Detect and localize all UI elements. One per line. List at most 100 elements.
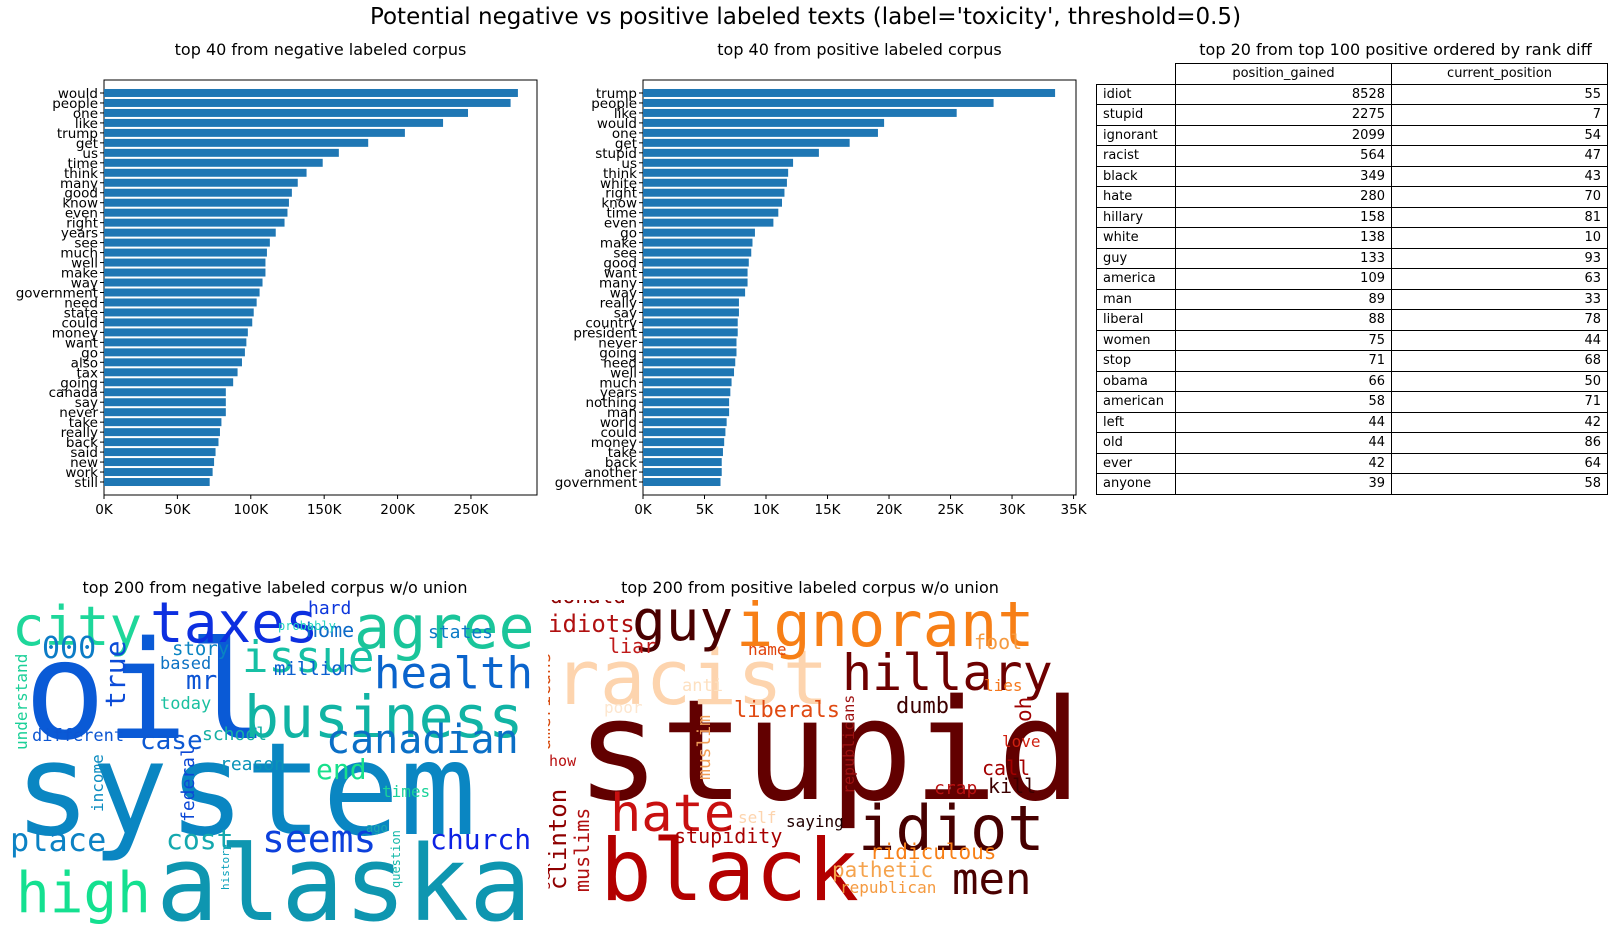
cell-position-gained: 138 xyxy=(1175,227,1392,249)
cloud-word: history xyxy=(219,843,232,890)
cell-position-gained: 109 xyxy=(1175,268,1392,290)
cell-position-gained: 44 xyxy=(1175,411,1392,433)
cloud-word: place xyxy=(10,821,107,859)
cloud-word: different xyxy=(32,726,125,746)
row-label: stupid xyxy=(1096,104,1176,126)
cloud-word: million xyxy=(274,658,355,680)
pos-bar-title: top 40 from positive labeled corpus xyxy=(717,40,1002,59)
cell-position-gained: 75 xyxy=(1175,329,1392,351)
cloud-word: school xyxy=(202,724,268,745)
cloud-word: cost xyxy=(166,823,234,856)
cloud-word: story xyxy=(172,638,230,660)
bar xyxy=(104,188,292,197)
row-label: obama xyxy=(1096,370,1176,392)
cell-current-position: 10 xyxy=(1391,227,1608,249)
row-label: old xyxy=(1096,432,1176,454)
row-label: hate xyxy=(1096,186,1176,208)
cell-position-gained: 133 xyxy=(1175,247,1392,269)
table-row: left 44 42 xyxy=(1096,411,1608,433)
cloud-word: idiots xyxy=(548,610,635,638)
cell-position-gained: 44 xyxy=(1175,432,1392,454)
bar xyxy=(104,288,260,297)
cloud-word: oil xyxy=(24,613,270,771)
y-tick-label: get xyxy=(76,136,98,152)
cloud-word: high xyxy=(16,861,151,926)
cloud-word: stupidity xyxy=(674,824,783,848)
y-tick-label: people xyxy=(52,96,98,112)
neg-cloud-title: top 200 from negative labeled corpus w/o… xyxy=(82,578,468,597)
cloud-word: issue xyxy=(242,632,375,683)
cell-current-position: 68 xyxy=(1391,350,1608,372)
cell-position-gained: 42 xyxy=(1175,452,1392,474)
neg-bar-title: top 40 from negative labeled corpus xyxy=(174,40,467,59)
row-label: ignorant xyxy=(1096,124,1176,146)
table-row: anyone 39 58 xyxy=(1096,473,1608,495)
col-position-gained: position_gained xyxy=(1175,63,1392,85)
y-tick-label: tax xyxy=(76,365,98,381)
cell-position-gained: 58 xyxy=(1175,391,1392,413)
cell-current-position: 58 xyxy=(1391,473,1608,495)
bar xyxy=(104,128,405,137)
bar xyxy=(104,168,307,177)
bar xyxy=(104,398,226,407)
table-row: black 349 43 xyxy=(1096,165,1608,187)
y-tick-label: years xyxy=(61,226,98,242)
cell-current-position: 42 xyxy=(1391,411,1608,433)
cloud-word: hard xyxy=(308,600,352,619)
row-label: women xyxy=(1096,329,1176,351)
bar xyxy=(104,378,234,387)
y-tick-label: many xyxy=(60,176,98,192)
bar xyxy=(104,178,298,187)
y-tick-label: make xyxy=(61,266,98,282)
table-row: ignorant 2099 54 xyxy=(1096,124,1608,146)
y-tick-label: back xyxy=(66,435,98,451)
row-label: american xyxy=(1096,391,1176,413)
cloud-word: 000 xyxy=(42,631,97,666)
cell-current-position: 50 xyxy=(1391,370,1608,392)
x-tick-label: 150K xyxy=(307,502,343,518)
cloud-word: dumb xyxy=(896,694,949,719)
y-tick-label: never xyxy=(59,405,98,421)
y-tick-label: see xyxy=(74,236,98,252)
cloud-word: states xyxy=(428,622,494,643)
y-tick-label: say xyxy=(75,395,98,411)
row-label: stop xyxy=(1096,350,1176,372)
cloud-word: call xyxy=(982,756,1031,780)
cloud-word: racist xyxy=(554,633,829,722)
bar xyxy=(104,318,253,327)
cloud-word: crap xyxy=(934,778,978,799)
cloud-word: fool xyxy=(974,630,1023,654)
cloud-word: anti xyxy=(682,676,723,696)
cloud-word: understand xyxy=(12,653,31,750)
cloud-word: probably xyxy=(278,619,336,633)
cell-current-position: 86 xyxy=(1391,432,1608,454)
bar xyxy=(104,198,289,207)
y-tick-label: even xyxy=(65,206,98,222)
cloud-word: love xyxy=(1002,732,1041,751)
cloud-word: muslims xyxy=(570,807,594,892)
cloud-word: business xyxy=(244,683,524,751)
col-current-position: current_position xyxy=(1391,63,1608,85)
cloud-word: seems xyxy=(262,817,377,861)
bar xyxy=(104,368,238,377)
table-row: ever 42 64 xyxy=(1096,452,1608,474)
y-tick-label: good xyxy=(64,186,98,202)
cloud-word: agree xyxy=(354,600,535,663)
y-tick-label: trump xyxy=(57,126,98,142)
table-row: women 75 44 xyxy=(1096,329,1608,351)
row-label: hillary xyxy=(1096,206,1176,228)
y-tick-label: government xyxy=(16,285,98,301)
cloud-word: question xyxy=(389,830,403,888)
cell-position-gained: 8528 xyxy=(1175,83,1392,105)
cloud-word: oh xyxy=(1012,696,1036,722)
bar xyxy=(104,428,220,437)
cloud-word: liar xyxy=(608,634,657,658)
cloud-word: pathetic xyxy=(832,858,934,882)
cell-current-position: 71 xyxy=(1391,391,1608,413)
x-tick-label: 0K xyxy=(95,502,114,518)
table-row: old 44 86 xyxy=(1096,432,1608,454)
bar xyxy=(104,328,248,337)
cell-current-position: 78 xyxy=(1391,309,1608,331)
cloud-word: self xyxy=(738,808,777,827)
y-tick-label: time xyxy=(67,156,98,172)
